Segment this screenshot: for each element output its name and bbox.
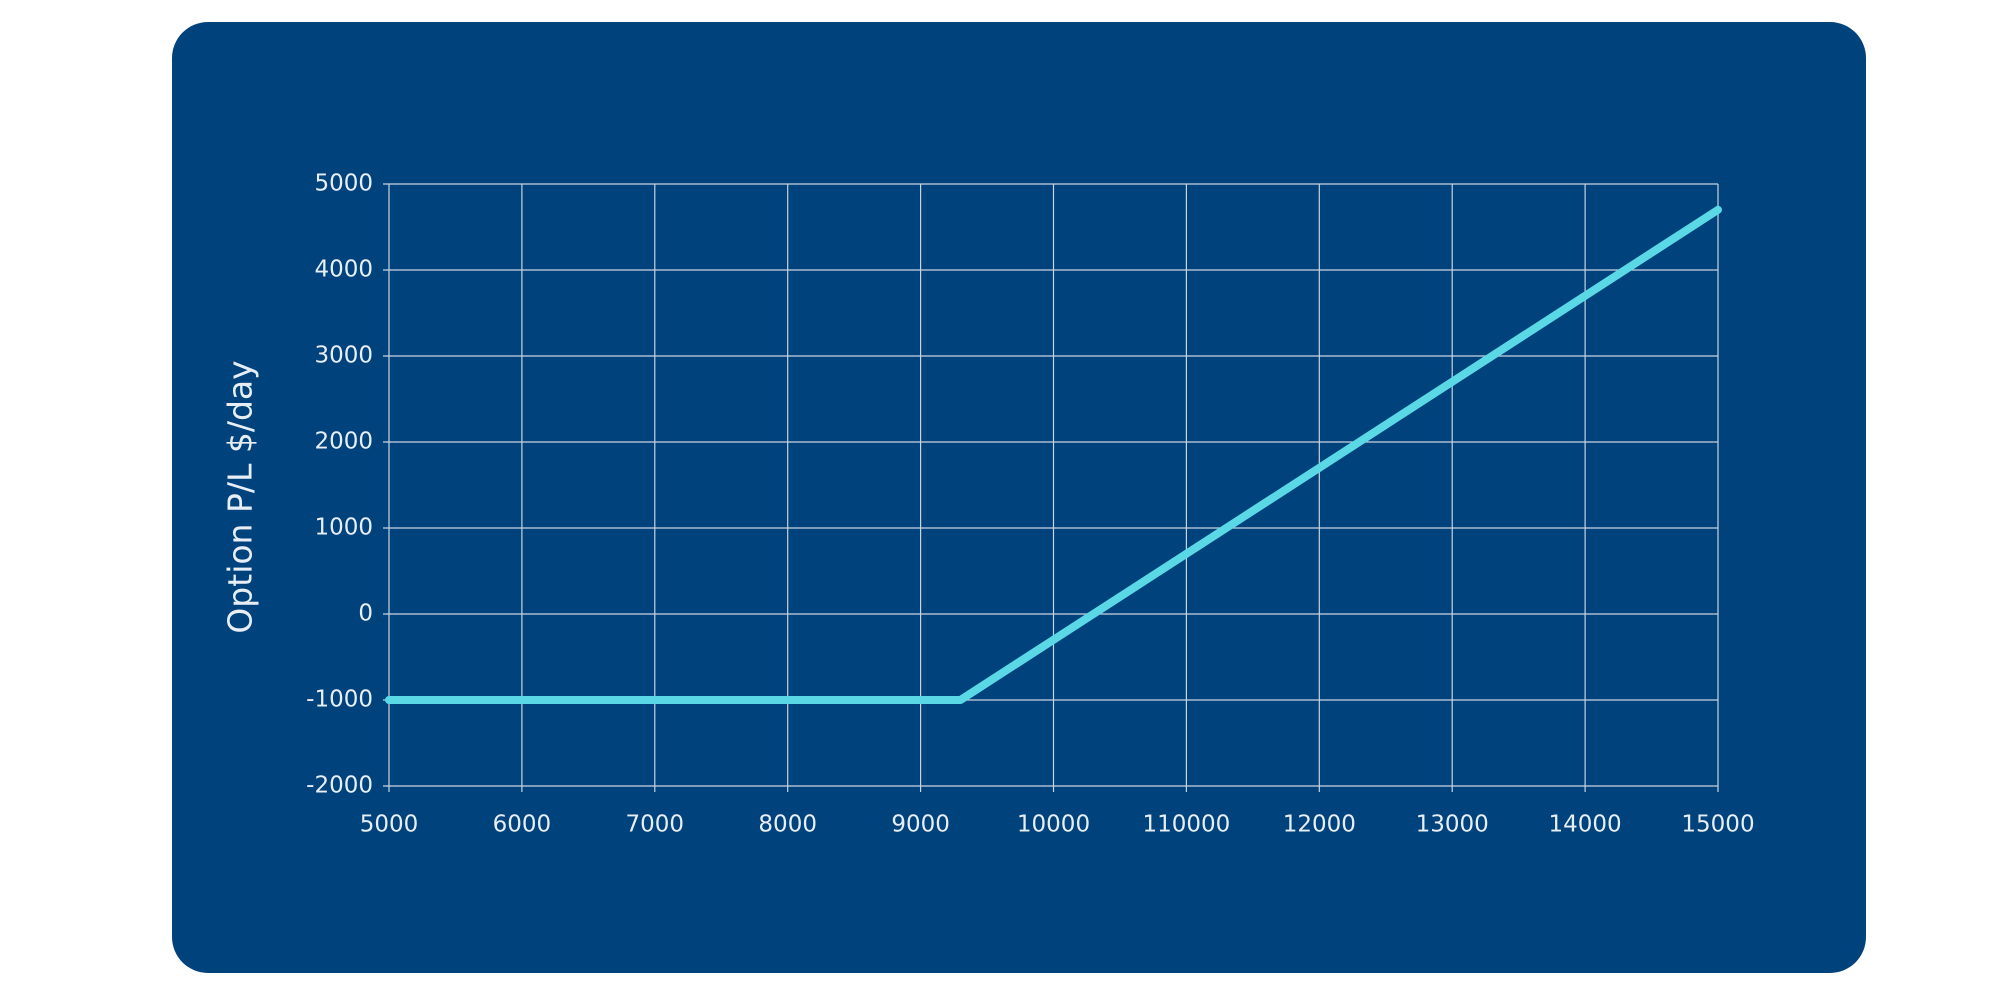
y-axis-label: Option P/L $/day [221,360,260,633]
x-tick-label: 110000 [1142,812,1230,838]
y-tick-label: -1000 [306,687,373,713]
y-tick-label: -2000 [306,773,373,799]
y-tick-label: 0 [358,601,373,627]
y-tick-label: 4000 [314,257,373,283]
card [172,22,1866,973]
data-line [385,205,1722,704]
x-tick-label: 9000 [891,812,950,838]
y-tick-label: 1000 [314,515,373,541]
x-tick-label: 13000 [1416,812,1489,838]
y-tick-label: 2000 [314,429,373,455]
y-tick-label: 3000 [314,343,373,369]
x-tick-label: 5000 [360,812,419,838]
y-tick-label: 5000 [314,171,373,197]
x-tick-label: 7000 [626,812,685,838]
x-tick-label: 8000 [758,812,817,838]
x-tick-label: 6000 [493,812,552,838]
x-tick-label: 12000 [1283,812,1356,838]
x-tick-label: 10000 [1017,812,1090,838]
x-tick-label: 14000 [1549,812,1622,838]
x-tick-label: 15000 [1681,812,1754,838]
